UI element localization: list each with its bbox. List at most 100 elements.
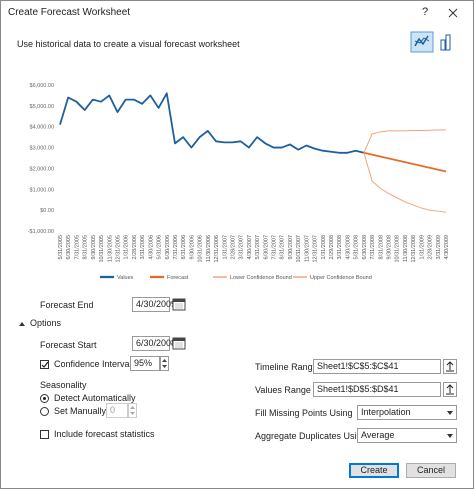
series-line	[363, 151, 447, 173]
x-tick-label: 6/30/2005	[66, 235, 72, 259]
range-button[interactable]	[443, 382, 457, 397]
x-tick-label: 6/30/2006	[165, 235, 171, 259]
x-tick-label: 2/29/2008	[329, 235, 335, 259]
radio-auto-label: Detect Automatically	[54, 393, 136, 403]
y-tick-label: $6,000.00	[30, 83, 54, 89]
forecast-start-label: Forecast Start	[40, 340, 97, 350]
x-tick-label: 2/28/2009	[428, 235, 434, 259]
radio-manual[interactable]	[40, 407, 49, 416]
x-tick-label: 4/30/2009	[444, 235, 450, 259]
x-tick-label: 9/30/2007	[288, 235, 294, 259]
x-tick-label: 5/31/2007	[255, 235, 261, 259]
x-tick-label: 7/31/2006	[173, 235, 179, 259]
fill-select[interactable]: Interpolation	[357, 405, 457, 420]
x-tick-label: 11/30/2006	[206, 235, 212, 262]
y-tick-label: $3,000.00	[30, 146, 54, 152]
radio-manual-label: Set Manually	[54, 406, 107, 416]
dropdown-arrow	[447, 434, 453, 438]
series-line	[363, 129, 447, 153]
values-label: Values Range	[255, 385, 311, 395]
y-tick-label: $4,000.00	[30, 125, 54, 131]
x-tick-label: 8/31/2005	[83, 235, 89, 259]
x-tick-label: 3/31/2006	[140, 235, 146, 259]
x-tick-label: 9/30/2006	[189, 235, 195, 259]
forecast-end-input[interactable]: 4/30/2009	[132, 297, 176, 312]
x-tick-label: 2/28/2006	[132, 235, 138, 259]
collapse-icon[interactable]	[18, 320, 26, 328]
x-tick-label: 5/31/2005	[58, 235, 64, 259]
legend-label: Values	[117, 275, 134, 281]
x-tick-label: 5/31/2006	[157, 235, 163, 259]
x-tick-label: 3/31/2009	[436, 235, 442, 259]
spinner[interactable]	[128, 403, 137, 418]
x-tick-label: 8/31/2006	[181, 235, 187, 259]
series-line	[363, 152, 447, 213]
x-tick-label: 12/31/2008	[411, 235, 417, 263]
options-heading[interactable]: Options	[30, 318, 62, 328]
x-tick-label: 1/31/2009	[419, 235, 425, 259]
create-button[interactable]: Create	[349, 463, 399, 478]
y-tick-label: $2,000.00	[30, 166, 54, 172]
x-tick-label: 7/31/2007	[272, 235, 278, 259]
legend-label: Lower Confidence Bound	[230, 275, 292, 281]
aggregate-label: Aggregate Duplicates Using	[255, 431, 367, 441]
chart-type-switch[interactable]	[410, 31, 460, 53]
x-tick-label: 6/30/2007	[263, 235, 269, 259]
range-button[interactable]	[443, 359, 457, 374]
x-tick-label: 2/28/2007	[230, 235, 236, 259]
y-tick-label: $1,000.00	[30, 187, 54, 193]
x-tick-label: 9/30/2005	[91, 235, 97, 259]
cancel-button[interactable]: Cancel	[406, 463, 456, 478]
x-tick-label: 10/31/2007	[296, 235, 302, 263]
x-tick-label: 10/31/2006	[198, 235, 204, 263]
x-tick-label: 4/30/2008	[345, 235, 351, 259]
spinner[interactable]	[160, 356, 169, 371]
legend-label: Upper Confidence Bound	[310, 275, 372, 281]
window-title: Create Forecast Worksheet	[8, 7, 131, 18]
x-tick-label: 1/31/2007	[222, 235, 228, 259]
help-button[interactable]: ?	[422, 6, 429, 18]
timeline-label: Timeline Range	[255, 362, 318, 372]
x-tick-label: 7/31/2008	[370, 235, 376, 259]
calendar-button[interactable]	[172, 336, 187, 351]
radio-auto[interactable]	[40, 394, 49, 403]
x-tick-label: 7/31/2005	[74, 235, 80, 259]
x-tick-label: 4/30/2006	[148, 235, 154, 259]
x-tick-label: 12/31/2007	[313, 235, 319, 263]
x-tick-label: 11/30/2008	[403, 235, 409, 262]
confidence-input[interactable]: 95%	[130, 356, 160, 371]
x-tick-label: 3/31/2008	[337, 235, 343, 259]
x-tick-label: 4/30/2007	[247, 235, 253, 259]
manual-input[interactable]: 0	[106, 403, 128, 418]
x-tick-label: 12/31/2005	[115, 235, 121, 263]
x-tick-label: 11/30/2007	[304, 235, 310, 262]
x-tick-label: 11/30/2005	[107, 235, 113, 262]
forecast-start-input[interactable]: 6/30/2008	[132, 336, 176, 351]
x-tick-label: 9/30/2008	[387, 235, 393, 259]
x-tick-label: 10/31/2005	[99, 235, 105, 263]
seasonality-label: Seasonality	[40, 380, 87, 390]
forecast-end-label: Forecast End	[40, 300, 94, 310]
dropdown-arrow	[447, 411, 453, 415]
y-tick-label: $5,000.00	[30, 104, 54, 110]
fill-label: Fill Missing Points Using	[255, 408, 353, 418]
x-tick-label: 8/31/2008	[378, 235, 384, 259]
calendar-button[interactable]	[172, 297, 187, 312]
y-tick-label: -$1,000.00	[28, 229, 54, 235]
forecast-chart: $6,000.00 $5,000.00 $4,000.00 $3,000.00 $2,0…	[28, 83, 450, 281]
y-tick-label: $0.00	[40, 208, 54, 214]
values-input[interactable]: Sheet1!$D$5:$D$41	[313, 382, 441, 397]
subtitle: Use historical data to create a visual f…	[17, 39, 240, 49]
close-button[interactable]	[447, 7, 459, 19]
x-tick-label: 3/31/2007	[239, 235, 245, 259]
x-tick-label: 12/31/2006	[214, 235, 220, 263]
x-tick-label: 6/30/2008	[362, 235, 368, 259]
x-tick-label: 5/31/2008	[354, 235, 360, 259]
confidence-checkbox[interactable]	[40, 360, 49, 369]
timeline-input[interactable]: Sheet1!$C$5:$C$41	[313, 359, 441, 374]
aggregate-select[interactable]: Average	[357, 428, 457, 443]
stats-checkbox[interactable]	[40, 430, 49, 439]
x-tick-label: 10/31/2008	[395, 235, 401, 263]
series-line	[59, 92, 365, 154]
